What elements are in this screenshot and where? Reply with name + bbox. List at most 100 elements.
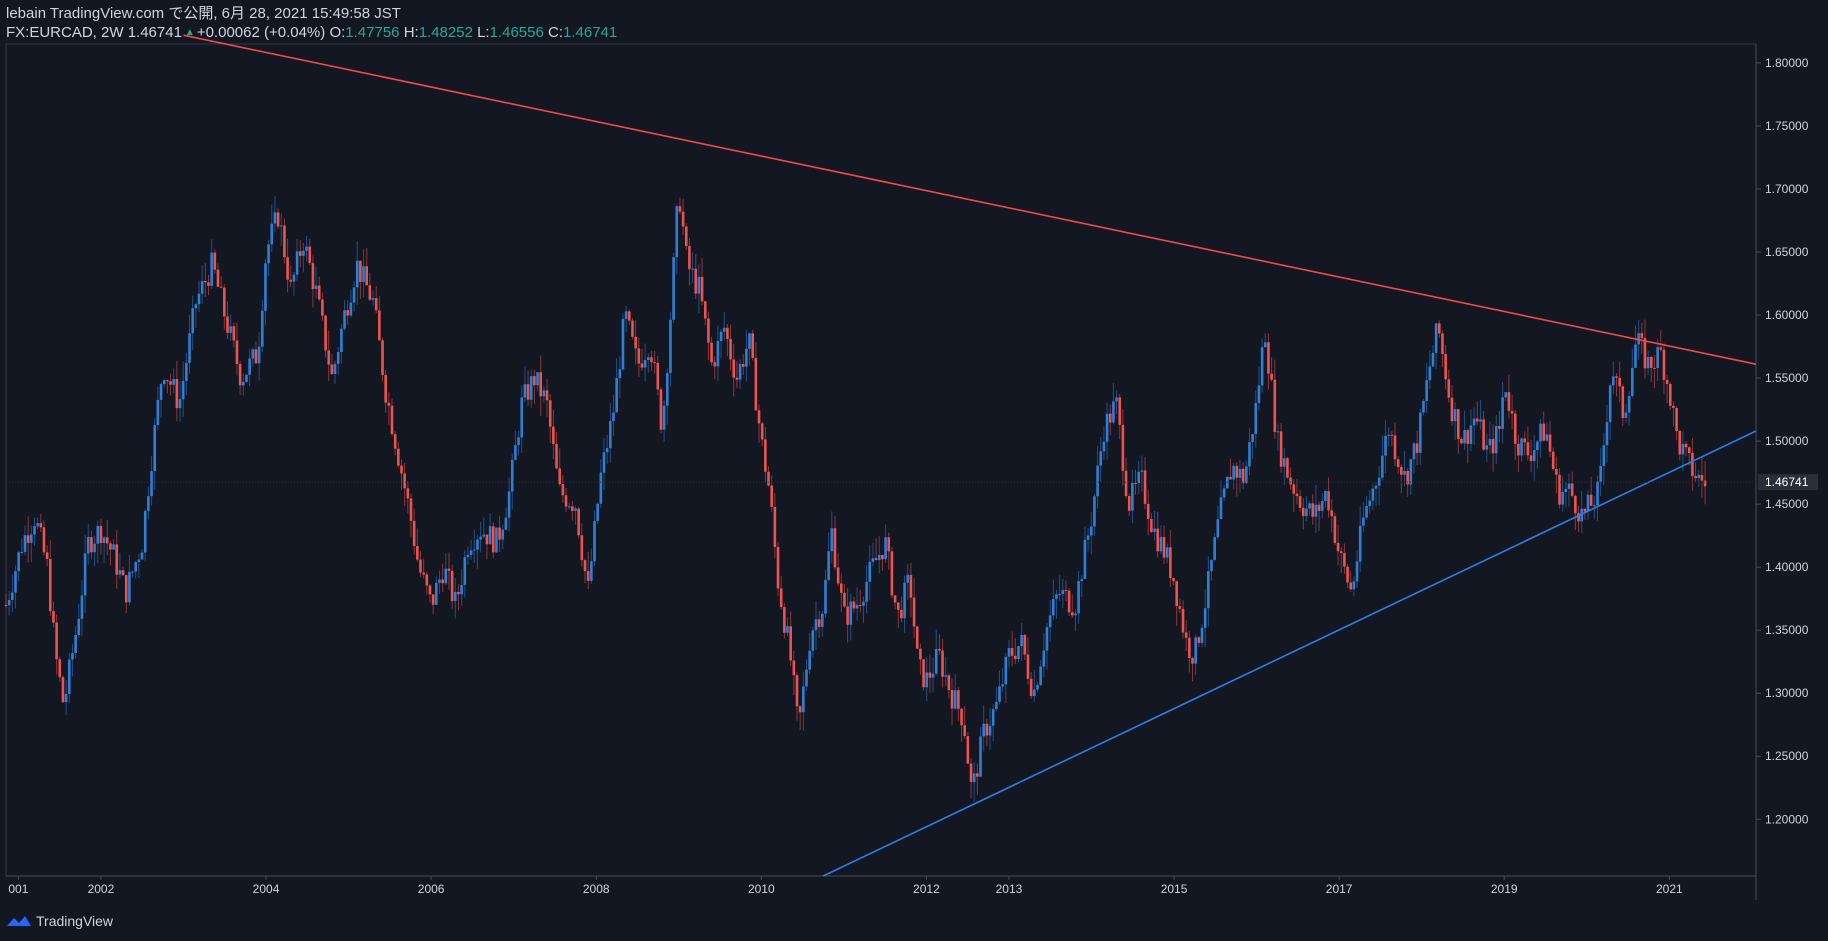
candle-body [463,557,467,585]
candle-body [697,276,701,294]
candle-body [1143,470,1147,504]
candle-body [393,434,397,449]
candle-body [1061,590,1065,595]
support-trendline[interactable] [822,430,1757,877]
last-price-label: 1.46741 [1765,475,1809,489]
candle-body [333,363,337,375]
candle-body [1251,434,1254,443]
candle-body [1017,646,1020,660]
candle-body [1210,559,1213,572]
price-axis[interactable]: 1.20000 1.25000 1.30000 1.35000 1.40000 1.450… [1756,56,1809,826]
candle-body [1393,435,1397,460]
candle-body [1523,438,1527,443]
candle-body [1093,496,1096,527]
price-tick-label: 1.45000 [1765,497,1809,511]
candle-body [248,358,251,375]
candle-body [833,528,837,568]
candle-body [105,537,109,544]
candle-body [1494,426,1498,454]
candle-body [1086,535,1090,540]
candle-body [688,246,691,270]
candle-body [1159,537,1163,552]
candle-body [510,459,514,492]
candle-body [751,333,755,358]
candle-body [1691,453,1694,477]
candle-body [17,552,20,572]
price-tick-label: 1.65000 [1765,245,1809,259]
candle-body [824,579,827,614]
candle-body [1172,578,1175,582]
time-axis[interactable]: 001 2002 2004 2006 2008 2010 2012 2013 2015 2017 2… [8,876,1828,896]
candle-body [102,537,106,544]
candle-body [953,690,957,709]
candle-body [1529,455,1533,462]
candle-body [55,622,58,660]
candle-body [1561,492,1565,505]
candle-body [14,571,17,593]
candle-body [124,575,128,603]
tradingview-logo-icon [7,916,31,926]
candle-body [703,301,707,319]
low-value: 1.46556 [489,24,544,41]
candle-body [1441,333,1444,355]
candle-body [855,605,859,609]
candle-body [71,653,74,660]
price-tick-label: 1.50000 [1765,434,1809,448]
candle-body [789,626,792,661]
candle-body [1564,488,1568,493]
candle-body [716,340,720,367]
candle-body [1267,342,1270,374]
candle-body [216,269,220,287]
candle-body [912,597,916,627]
candle-body [213,252,217,270]
candle-body [536,372,539,386]
candle-body [118,570,122,575]
candle-body [1419,412,1422,453]
candle-body [615,378,618,413]
candle-body [453,591,457,602]
candle-body [229,326,232,333]
candle-body [1643,337,1647,369]
candle-body [58,659,62,678]
price-tick-label: 1.75000 [1765,119,1809,133]
candle-body [1077,581,1080,614]
candle-body [1488,438,1492,446]
candle-body [1422,400,1425,413]
candle-body [621,318,625,370]
candle-body [827,551,830,580]
candle-body [191,308,194,334]
time-tick-label: 2002 [88,882,115,896]
candle-body [428,585,432,595]
last-price-badge [1758,474,1818,491]
candle-body [1434,323,1438,353]
candle-body [523,384,527,398]
candle-body [1542,423,1546,441]
candle-body [210,252,213,286]
candle-body [115,544,119,575]
candle-body [836,567,840,584]
resistance-trendline[interactable] [183,34,1757,365]
candle-body [656,363,660,390]
candle-body [571,506,574,511]
candle-body [340,328,343,352]
candle-body [776,546,780,589]
candle-body [561,484,565,496]
candle-body [1574,495,1577,514]
candle-body [172,379,175,385]
candle-body [969,763,973,783]
candle-body [934,648,938,674]
candle-body [982,723,985,737]
candle-body [545,390,549,401]
candle-body [1703,480,1707,487]
candle-body [324,315,327,351]
candle-body [327,350,331,365]
candle-body [802,686,805,713]
candle-body [507,491,511,518]
candle-body [1475,418,1479,422]
trendlines[interactable] [183,34,1757,877]
candle-body [1308,503,1311,509]
candle-body [1270,373,1273,380]
candle-body [1491,438,1495,454]
candle-body [972,773,976,783]
